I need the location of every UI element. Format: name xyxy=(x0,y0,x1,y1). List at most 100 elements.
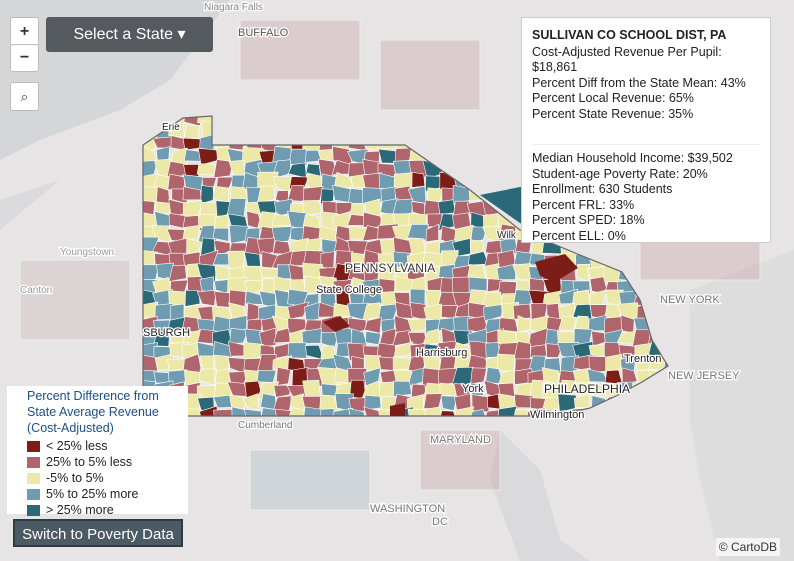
district xyxy=(228,371,249,386)
legend-item: < 25% less xyxy=(27,438,182,454)
district xyxy=(242,393,259,411)
legend-swatch xyxy=(27,505,40,517)
district xyxy=(394,185,413,201)
map-label: State College xyxy=(316,284,382,296)
district xyxy=(437,199,457,215)
district xyxy=(425,223,439,243)
district xyxy=(213,354,230,374)
popup-line: Percent SPED: 18% xyxy=(532,213,645,227)
district xyxy=(304,301,321,322)
district xyxy=(393,380,413,397)
district xyxy=(287,342,308,359)
district xyxy=(199,201,219,217)
district xyxy=(605,353,623,372)
district xyxy=(541,396,561,412)
popup-line: Student-age Poverty Rate: 20% xyxy=(532,166,708,181)
district xyxy=(143,264,160,283)
district xyxy=(305,163,321,177)
legend-item: -5% to 5% xyxy=(27,470,182,486)
district xyxy=(287,301,310,320)
map-label: WASHINGTON xyxy=(370,503,445,515)
district xyxy=(542,290,563,307)
district xyxy=(321,332,340,349)
district xyxy=(589,382,606,397)
legend-swatch xyxy=(27,457,40,469)
district xyxy=(364,394,382,411)
district xyxy=(287,407,305,416)
search-button[interactable]: ⌕ xyxy=(10,82,39,111)
popup-line: Cost-Adjusted Revenue Per Pupil: $18,861 xyxy=(532,44,722,75)
map-label: MARYLAND xyxy=(430,434,491,446)
district xyxy=(424,406,444,416)
district xyxy=(438,410,458,416)
district xyxy=(470,226,488,243)
district xyxy=(487,278,503,292)
map-label: Wilk xyxy=(497,230,517,241)
district xyxy=(275,367,291,386)
map-label: PENNSYLVANIA xyxy=(345,261,435,275)
legend-label: > 25% more xyxy=(46,503,114,517)
demographics-list: Median Household Income: $39,502 Student-… xyxy=(532,151,760,244)
map-label: Canton xyxy=(20,285,52,296)
district xyxy=(182,224,201,241)
zoom-in[interactable]: + xyxy=(10,17,39,46)
legend-label: < 25% less xyxy=(46,439,108,453)
zoom-out[interactable]: − xyxy=(10,44,39,72)
district xyxy=(168,264,187,282)
map-label: NEW JERSEY xyxy=(668,370,740,382)
district xyxy=(471,394,490,413)
district xyxy=(301,328,322,345)
legend-label: -5% to 5% xyxy=(46,471,104,485)
map-label: SBURGH xyxy=(143,327,190,339)
legend-title: Percent Difference from State Average Re… xyxy=(27,389,159,435)
district xyxy=(196,163,217,176)
popup-line: Percent FRL: 33% xyxy=(532,197,635,212)
district xyxy=(363,249,381,268)
district xyxy=(527,407,546,416)
finance-list: Cost-Adjusted Revenue Per Pupil: $18,861… xyxy=(532,45,760,123)
district xyxy=(213,408,234,416)
district xyxy=(469,239,484,254)
legend-item: 5% to 25% more xyxy=(27,486,182,502)
district xyxy=(470,382,485,397)
district xyxy=(621,367,638,385)
district xyxy=(411,172,426,188)
district xyxy=(184,289,201,307)
district xyxy=(212,185,229,203)
district xyxy=(497,405,518,416)
district xyxy=(320,188,335,205)
popup-line: Enrollment: 630 Students xyxy=(532,182,673,196)
district xyxy=(347,407,367,416)
district xyxy=(407,408,428,416)
district xyxy=(496,263,517,281)
district xyxy=(271,226,294,243)
legend-item: 25% to 5% less xyxy=(27,454,182,470)
district xyxy=(183,369,203,386)
district xyxy=(302,406,324,416)
switch-data-button[interactable]: Switch to Poverty Data xyxy=(13,519,183,547)
district xyxy=(394,301,415,319)
district xyxy=(544,409,565,416)
district xyxy=(143,250,158,268)
district xyxy=(288,148,308,166)
district xyxy=(440,395,458,412)
attribution: © CartoDB xyxy=(715,538,780,556)
select-state-button[interactable]: Select a State ▾ xyxy=(46,17,213,52)
legend-swatch xyxy=(27,473,40,485)
district xyxy=(256,369,277,383)
district xyxy=(184,124,200,140)
district xyxy=(259,407,279,416)
map-label: Erie xyxy=(162,122,180,133)
district xyxy=(272,175,293,193)
map-label: Trenton xyxy=(624,353,662,365)
map-label: BUFFALO xyxy=(238,27,289,39)
district xyxy=(331,407,354,416)
district xyxy=(557,393,577,413)
district xyxy=(199,368,216,386)
district xyxy=(663,353,668,371)
district xyxy=(512,303,532,320)
district xyxy=(200,184,215,205)
map-label: DC xyxy=(432,516,448,528)
district xyxy=(513,251,533,266)
